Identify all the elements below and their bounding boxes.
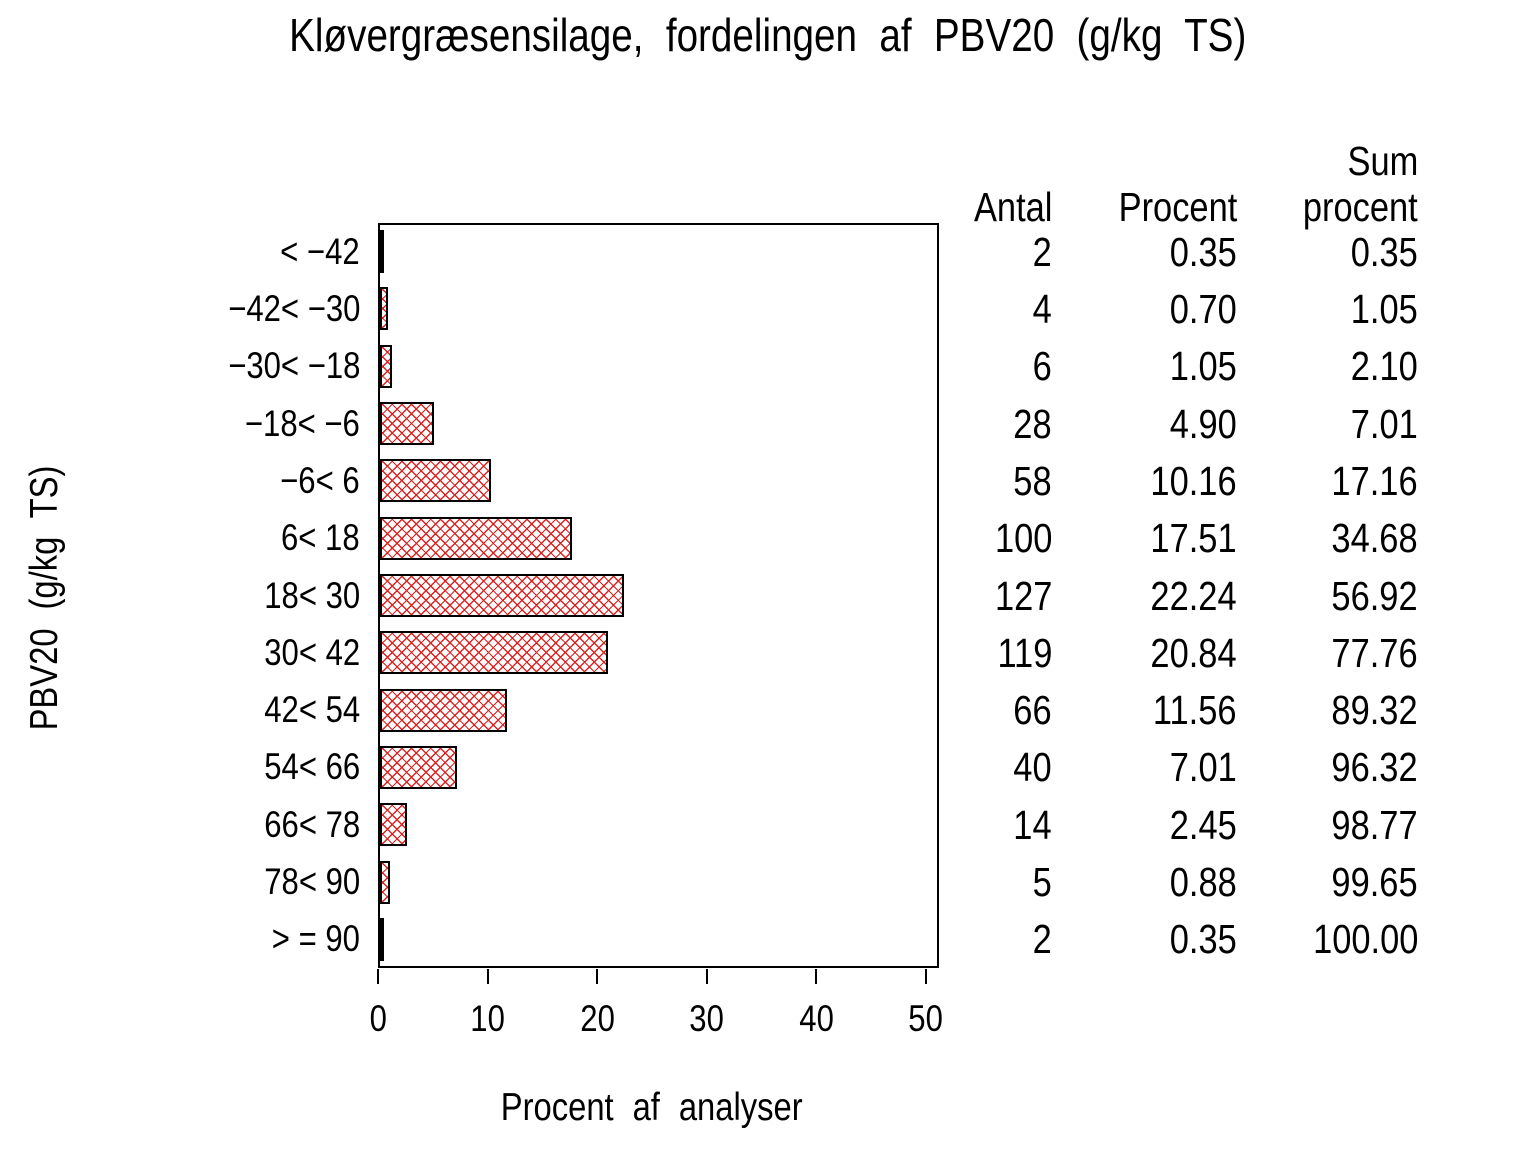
antal-cell: 2 [1032, 228, 1052, 275]
sum-cell: 77.76 [1331, 629, 1418, 676]
procent-cell: 2.45 [1169, 801, 1237, 848]
x-tick [377, 969, 379, 984]
category-label: 42< 54 [264, 689, 360, 731]
category-label: −18< −6 [245, 402, 360, 444]
category-label: > = 90 [271, 918, 360, 960]
bar [380, 574, 624, 617]
procent-cell: 0.70 [1169, 285, 1237, 332]
category-label: 6< 18 [281, 517, 360, 559]
procent-cell: 0.88 [1169, 859, 1237, 906]
x-tick-label: 20 [579, 998, 615, 1039]
x-tick-label: 30 [689, 998, 725, 1039]
category-label: 66< 78 [264, 803, 360, 845]
bar [380, 230, 384, 274]
antal-cell: 127 [994, 572, 1052, 619]
chart-title-text: Kløvergræsensilage, fordelingen af PBV20… [289, 9, 1247, 61]
procent-cell: 20.84 [1150, 629, 1237, 676]
table-header-procent: Procent [1118, 184, 1237, 230]
antal-cell: 66 [1013, 687, 1052, 734]
bar [380, 688, 507, 732]
x-tick [815, 969, 818, 984]
x-tick-label: 10 [470, 998, 505, 1039]
sum-cell: 34.68 [1331, 515, 1418, 562]
plot-area [378, 223, 939, 968]
x-tick-label: 0 [369, 998, 387, 1039]
x-axis-label: Procent af analyser [402, 1086, 902, 1130]
sum-cell: 100.00 [1312, 916, 1418, 963]
procent-cell: 11.56 [1153, 687, 1237, 734]
sum-cell: 7.01 [1350, 400, 1418, 447]
category-label: < −42 [280, 230, 360, 272]
antal-cell: 40 [1013, 744, 1052, 791]
bar [380, 917, 384, 961]
x-tick [705, 969, 708, 984]
category-label: −6< 6 [280, 459, 360, 501]
procent-cell: 17.51 [1150, 515, 1237, 562]
procent-cell: 22.24 [1150, 572, 1237, 619]
antal-cell: 5 [1032, 859, 1052, 906]
bar [380, 631, 609, 675]
antal-cell: 6 [1032, 343, 1052, 390]
chart-title: Kløvergræsensilage, fordelingen af PBV20… [0, 8, 1536, 62]
bar [380, 516, 572, 560]
bar [380, 745, 457, 789]
category-label: 30< 42 [264, 631, 360, 673]
sum-cell: 0.35 [1350, 228, 1418, 275]
category-label: −42< −30 [227, 287, 360, 329]
category-label: 18< 30 [264, 574, 360, 616]
table-header-sum-line1: Sum [1347, 138, 1418, 184]
category-label: 54< 66 [264, 746, 360, 788]
x-axis-label-text: Procent af analyser [501, 1086, 803, 1129]
x-tick-label: 50 [908, 998, 944, 1039]
procent-cell: 0.35 [1169, 916, 1237, 963]
antal-cell: 119 [997, 629, 1052, 676]
antal-cell: 100 [994, 515, 1052, 562]
antal-cell: 14 [1013, 801, 1052, 848]
antal-cell: 28 [1013, 400, 1052, 447]
table-header-antal: Antal [973, 184, 1052, 230]
x-tick [925, 969, 927, 984]
sum-cell: 17.16 [1331, 457, 1418, 504]
category-label: 78< 90 [264, 861, 360, 903]
antal-cell: 4 [1032, 285, 1052, 332]
category-label: −30< −18 [227, 345, 360, 387]
procent-cell: 7.01 [1169, 744, 1237, 791]
bar [380, 860, 390, 904]
procent-cell: 4.90 [1169, 400, 1237, 447]
sum-cell: 1.05 [1350, 285, 1418, 332]
bar [380, 803, 407, 847]
procent-cell: 0.35 [1169, 228, 1237, 275]
sum-cell: 96.32 [1331, 744, 1418, 791]
bar [380, 459, 492, 503]
bar [380, 287, 388, 331]
x-tick [486, 969, 489, 984]
antal-cell: 2 [1032, 916, 1052, 963]
antal-cell: 58 [1013, 457, 1052, 504]
sum-cell: 98.77 [1331, 801, 1418, 848]
procent-cell: 10.16 [1150, 457, 1237, 504]
bar [380, 402, 434, 446]
sum-cell: 2.10 [1350, 343, 1418, 390]
procent-cell: 1.05 [1169, 343, 1237, 390]
sum-cell: 56.92 [1331, 572, 1418, 619]
bar [380, 344, 392, 388]
x-tick [596, 969, 599, 984]
x-tick-label: 40 [799, 998, 834, 1039]
table-header-sum-line2: procent [1303, 184, 1418, 230]
sum-cell: 99.65 [1331, 859, 1418, 906]
sum-cell: 89.32 [1331, 687, 1418, 734]
